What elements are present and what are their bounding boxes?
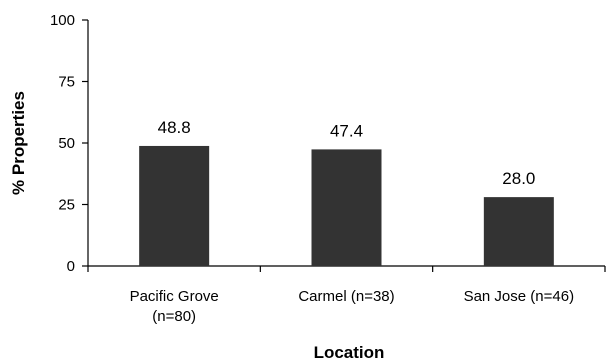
bar-value-label: 48.8 [158,118,191,137]
category-label: Carmel (n=38) [298,288,394,305]
category-labels: Pacific Grove (n=80) Carmel (n=38) San Jose… [130,288,575,325]
category-label: San Jose (n=46) [464,288,575,305]
x-axis [87,265,606,272]
x-axis-title: Location [314,343,385,362]
bars [139,145,554,266]
y-tick-label: 0 [67,258,75,275]
y-tick-label: 100 [50,12,75,29]
y-tick-label: 50 [58,135,75,152]
category-label: Pacific Grove [130,288,219,305]
y-axis: 0 25 50 75 100 [50,12,89,275]
value-labels: 48.8 47.4 28.0 [158,118,536,188]
category-label: (n=80) [152,308,196,325]
y-tick-label: 75 [58,74,75,91]
bar [311,149,382,266]
bar-value-label: 28.0 [502,169,535,188]
y-axis-title: % Properties [9,91,28,195]
bar-value-label: 47.4 [330,121,363,140]
y-tick-label: 25 [58,197,75,214]
bar [483,197,554,266]
bar [139,145,210,266]
